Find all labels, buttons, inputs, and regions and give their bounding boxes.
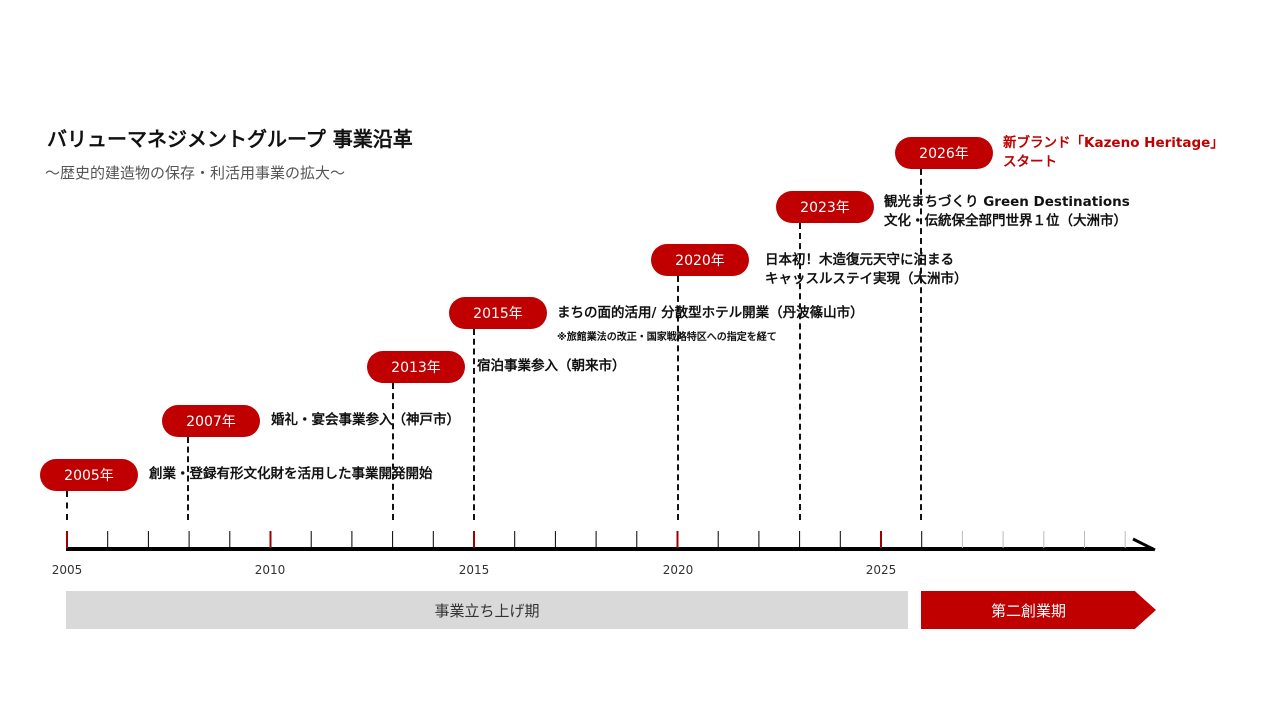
year-badge-2007: 2007年 <box>162 405 260 437</box>
year-badge-2013: 2013年 <box>367 351 465 383</box>
event-line: キャッスルステイ実現（大洲市） <box>765 271 968 287</box>
axis-label-2015: 2015 <box>458 563 490 577</box>
slide-subtitle: ～歴史的建造物の保存・利活用事業の拡大～ <box>45 164 346 182</box>
connector-2005 <box>66 491 68 520</box>
slide-title: バリューマネジメントグループ 事業沿革 <box>47 127 413 151</box>
phase-label: 第二創業期 <box>990 601 1066 620</box>
year-badge-2005: 2005年 <box>40 459 138 491</box>
event-text-2026: 新ブランド「Kazeno Heritage」 スタート <box>1003 134 1224 172</box>
event-line: 観光まちづくり Green Destinations <box>884 194 1130 210</box>
year-badge-2020: 2020年 <box>651 244 749 276</box>
event-line: まちの面的活用/ 分散型ホテル開業（丹波篠山市） <box>557 305 864 321</box>
event-text-2015: まちの面的活用/ 分散型ホテル開業（丹波篠山市） <box>557 304 864 323</box>
year-badge-2015: 2015年 <box>449 297 547 329</box>
axis-arrowhead <box>1132 537 1156 552</box>
phase-startup: 事業立ち上げ期 <box>66 591 908 629</box>
event-line: 宿泊事業参入（朝来市） <box>477 358 626 374</box>
event-line: 日本初！木造復元天守に泊まる <box>765 252 954 268</box>
year-badge-2026: 2026年 <box>895 137 993 169</box>
axis-label-2025: 2025 <box>865 563 897 577</box>
connector-2026 <box>920 169 922 520</box>
axis-label-2020: 2020 <box>662 563 694 577</box>
axis-label-2010: 2010 <box>254 563 286 577</box>
connector-2015 <box>473 329 475 520</box>
phase-second-founding: 第二創業期 <box>921 591 1156 629</box>
connector-2023 <box>799 223 801 520</box>
event-line: 婚礼・宴会事業参入（神戸市） <box>271 412 460 428</box>
event-text-2005: 創業・登録有形文化財を活用した事業開発開始 <box>149 465 433 484</box>
axis-label-2005: 2005 <box>51 563 83 577</box>
event-line: 文化・伝統保全部門世界１位（大洲市） <box>884 213 1127 229</box>
event-line: スタート <box>1003 154 1057 170</box>
connector-2007 <box>187 437 189 520</box>
event-text-2013: 宿泊事業参入（朝来市） <box>477 357 626 376</box>
event-line: 創業・登録有形文化財を活用した事業開発開始 <box>149 466 433 482</box>
connector-2020 <box>677 276 679 520</box>
event-note-2015: ※旅館業法の改正・国家戦略特区への指定を経て <box>557 332 777 343</box>
connector-2013 <box>392 383 394 520</box>
event-text-2023: 観光まちづくり Green Destinations 文化・伝統保全部門世界１位（… <box>884 193 1130 231</box>
event-text-2007: 婚礼・宴会事業参入（神戸市） <box>271 411 460 430</box>
event-text-2020: 日本初！木造復元天守に泊まる キャッスルステイ実現（大洲市） <box>765 251 968 289</box>
event-line: 新ブランド「Kazeno Heritage」 <box>1003 135 1224 151</box>
year-badge-2023: 2023年 <box>776 191 874 223</box>
